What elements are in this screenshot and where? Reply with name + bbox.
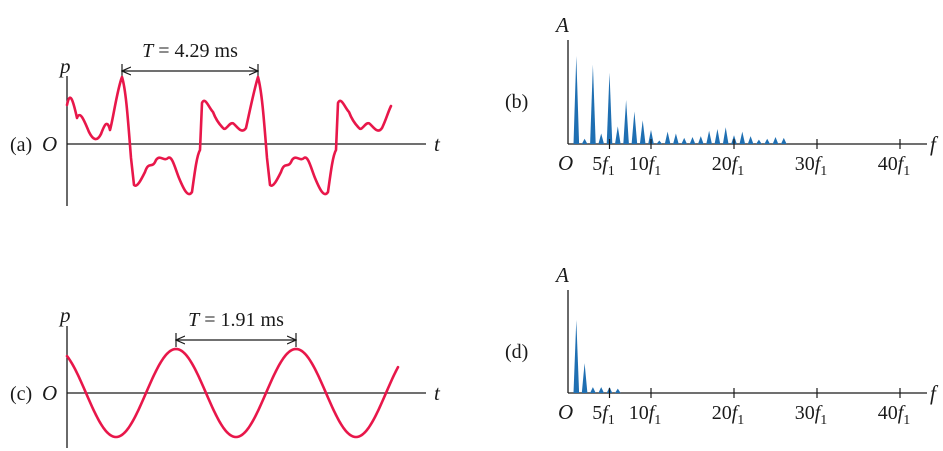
panel-c-x-axis-label: t <box>434 381 441 405</box>
panel-d-harmonic-2-spike <box>581 363 588 393</box>
panel-b-origin-label: O <box>558 151 573 175</box>
panel-d-harmonic-4-spike <box>598 387 604 393</box>
panel-b-harmonic-1-spike <box>573 56 580 144</box>
panel-b-harmonic-18-spike <box>714 129 721 144</box>
panel-b-harmonic-13-spike <box>673 133 679 144</box>
panel-b-harmonic-11-spike <box>656 140 663 144</box>
panel-a-origin-label: O <box>42 132 57 156</box>
panel-a-waveform <box>65 75 393 196</box>
panel-b-harmonic-12-spike <box>664 131 671 144</box>
panel-b-harmonic-14-spike <box>681 137 687 144</box>
panel-b-harmonic-19-spike <box>722 127 729 144</box>
panel-c-period-label: T = 1.91 ms <box>188 309 284 331</box>
panel-a-x-axis-label: t <box>434 132 441 156</box>
panel-c-waveform <box>65 347 400 439</box>
panel-d-origin-label: O <box>558 400 573 424</box>
panel-a-y-axis-label: p <box>58 54 71 78</box>
panel-d-tick-label-30: 30f1 <box>795 402 828 428</box>
panel-a: (a) O p t T = 4.29 ms <box>10 40 441 206</box>
panel-b-harmonic-5-spike <box>606 72 613 144</box>
panel-b-y-axis-label: A <box>554 13 569 37</box>
panel-a-label: (a) <box>10 134 32 156</box>
panel-b-harmonic-2-spike <box>581 138 588 144</box>
panel-d-tick-label-40: 40f1 <box>878 402 911 428</box>
panel-d: (d) A f O 5f1 10f1 20f1 30f1 40f1 <box>505 263 939 428</box>
panel-b-harmonic-24-spike <box>764 138 770 144</box>
panel-a-period-label: T = 4.29 ms <box>142 40 238 62</box>
panel-b: (b) A f O 5f1 10f1 20f1 30f1 40f1 <box>505 13 939 179</box>
panel-d-label: (d) <box>505 341 528 363</box>
panel-d-harmonic-1-spike <box>573 320 580 393</box>
panel-b-harmonic-17-spike <box>706 130 712 144</box>
panel-b-harmonic-16-spike <box>698 136 704 144</box>
panel-b-harmonic-7-spike <box>623 100 629 144</box>
panel-b-harmonic-21-spike <box>739 131 746 144</box>
panel-b-label: (b) <box>505 91 528 113</box>
panel-d-harmonic-3-spike <box>590 387 596 393</box>
panel-d-tick-label-5: 5f1 <box>592 402 615 428</box>
panel-b-harmonic-8-spike <box>631 111 638 144</box>
panel-b-harmonic-22-spike <box>747 136 754 144</box>
panel-c: (c) O p t T = 1.91 ms <box>10 303 441 448</box>
panel-b-ticks: 5f1 10f1 20f1 30f1 40f1 <box>592 139 910 179</box>
panel-d-y-axis-label: A <box>554 263 569 287</box>
panel-d-ticks: 5f1 10f1 20f1 30f1 40f1 <box>592 388 910 428</box>
panel-d-tick-label-20: 20f1 <box>712 402 745 428</box>
panel-b-tick-label-10: 10f1 <box>629 153 662 179</box>
panel-b-harmonic-25-spike <box>772 136 779 144</box>
panel-c-origin-label: O <box>42 381 57 405</box>
panel-c-label: (c) <box>10 383 32 405</box>
panel-b-tick-label-20: 20f1 <box>712 153 745 179</box>
panel-c-y-axis-label: p <box>58 303 71 327</box>
panel-d-spectrum <box>573 320 621 393</box>
panel-b-harmonic-9-spike <box>639 120 646 144</box>
panel-b-tick-label-30: 30f1 <box>795 153 828 179</box>
panel-b-harmonic-10-spike <box>648 129 654 144</box>
panel-b-harmonic-26-spike <box>781 137 787 144</box>
panel-b-harmonic-23-spike <box>756 139 762 144</box>
panel-b-harmonic-6-spike <box>615 126 621 144</box>
panel-b-tick-label-40: 40f1 <box>878 153 911 179</box>
panel-b-harmonic-3-spike <box>590 64 596 144</box>
panel-b-tick-label-5: 5f1 <box>592 153 615 179</box>
panel-b-spectrum <box>573 56 787 144</box>
panel-d-x-axis-label: f <box>930 381 939 405</box>
panel-b-harmonic-15-spike <box>689 136 696 144</box>
panel-d-tick-label-10: 10f1 <box>629 402 662 428</box>
panel-b-x-axis-label: f <box>930 132 939 156</box>
panel-b-harmonic-4-spike <box>598 133 604 144</box>
panel-d-harmonic-6-spike <box>615 388 621 393</box>
